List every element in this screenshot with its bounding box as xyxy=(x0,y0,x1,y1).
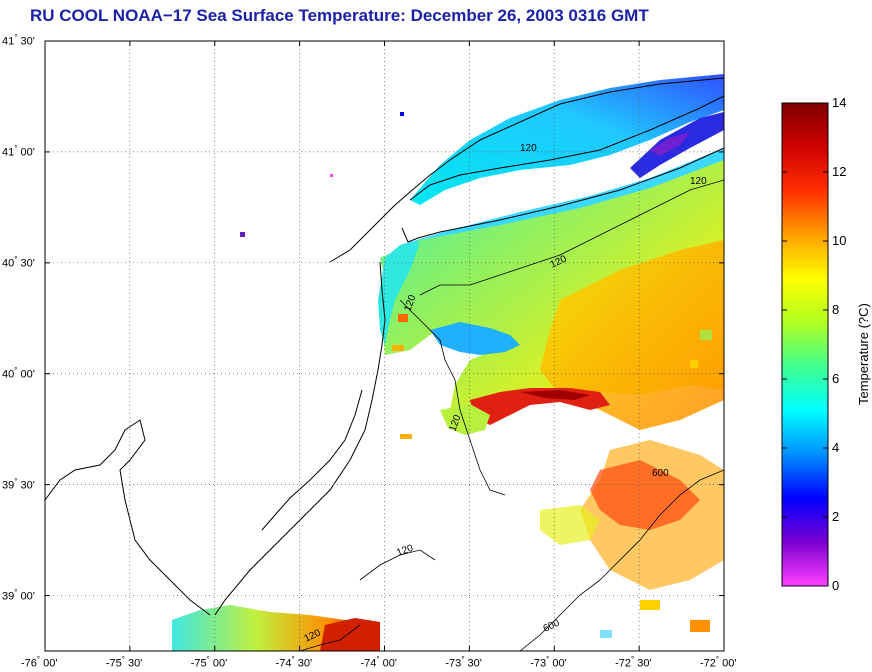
colorbar-tick-label: 14 xyxy=(832,95,847,110)
sst-southeast-yellow xyxy=(540,505,600,545)
colorbar-tick-label: 4 xyxy=(832,440,840,455)
lon-tick-label: -74° 30' xyxy=(275,655,313,670)
sst-south-shore-band xyxy=(400,148,724,248)
lat-tick-label: 40° 00' xyxy=(2,365,35,381)
sst-southeast-red xyxy=(590,460,700,530)
coastline xyxy=(45,77,724,616)
lon-tick-label: -72° 30' xyxy=(615,655,652,670)
lon-tick-label: -73° 00' xyxy=(530,655,567,670)
colorbar-tick-label: 6 xyxy=(832,371,840,386)
bathymetry-contours xyxy=(299,179,724,651)
colorbar-tick-label: 2 xyxy=(832,509,840,524)
sst-warm-front-dark xyxy=(520,390,590,400)
lat-tick-label: 40° 30' xyxy=(2,254,35,270)
sst-south-bottom-red xyxy=(320,618,380,651)
lon-tick-label: -73° 30' xyxy=(445,655,482,670)
lat-tick-label: 41° 00' xyxy=(2,143,35,159)
lon-tick-label: -72° 00' xyxy=(700,655,737,670)
colorbar-tick-label: 8 xyxy=(832,302,840,317)
lat-tick-label: 41° 30' xyxy=(2,33,35,48)
sst-layer: 120 120 120 120 120 120 120 600 600 xyxy=(45,41,724,651)
lon-tick-label: -75° 30' xyxy=(105,655,143,670)
sst-bight-cyan xyxy=(378,242,420,345)
lon-tick-label: -75° 00' xyxy=(190,655,228,670)
colorbar-tick-label: 12 xyxy=(832,164,847,179)
sst-hudson-plume xyxy=(430,322,520,355)
lat-tick-label: 39° 30' xyxy=(2,476,35,492)
sst-long-island-sound xyxy=(410,74,724,205)
sst-south-patch xyxy=(440,404,490,435)
colorbar-tick-label: 10 xyxy=(832,233,847,248)
contour-label: 120 xyxy=(690,176,707,187)
map-title: RU COOL NOAA−17 Sea Surface Temperature:… xyxy=(30,6,649,25)
lat-tick-label: 39° 00' xyxy=(2,587,35,603)
lon-tick-label: -76° 00' xyxy=(21,655,58,670)
contour-label: 600 xyxy=(652,468,669,479)
colorbar-label: Temperature (?C) xyxy=(856,303,871,405)
axis-ticks xyxy=(44,40,725,651)
sst-speckles xyxy=(240,112,712,638)
colorbar-tick-label: 0 xyxy=(832,578,840,593)
sst-warm-east xyxy=(540,240,724,430)
sst-cold-patch-violet xyxy=(650,132,690,156)
lon-tick-label: -74° 00' xyxy=(360,655,398,670)
graticule xyxy=(45,41,724,651)
contour-label: 120 xyxy=(520,143,537,154)
